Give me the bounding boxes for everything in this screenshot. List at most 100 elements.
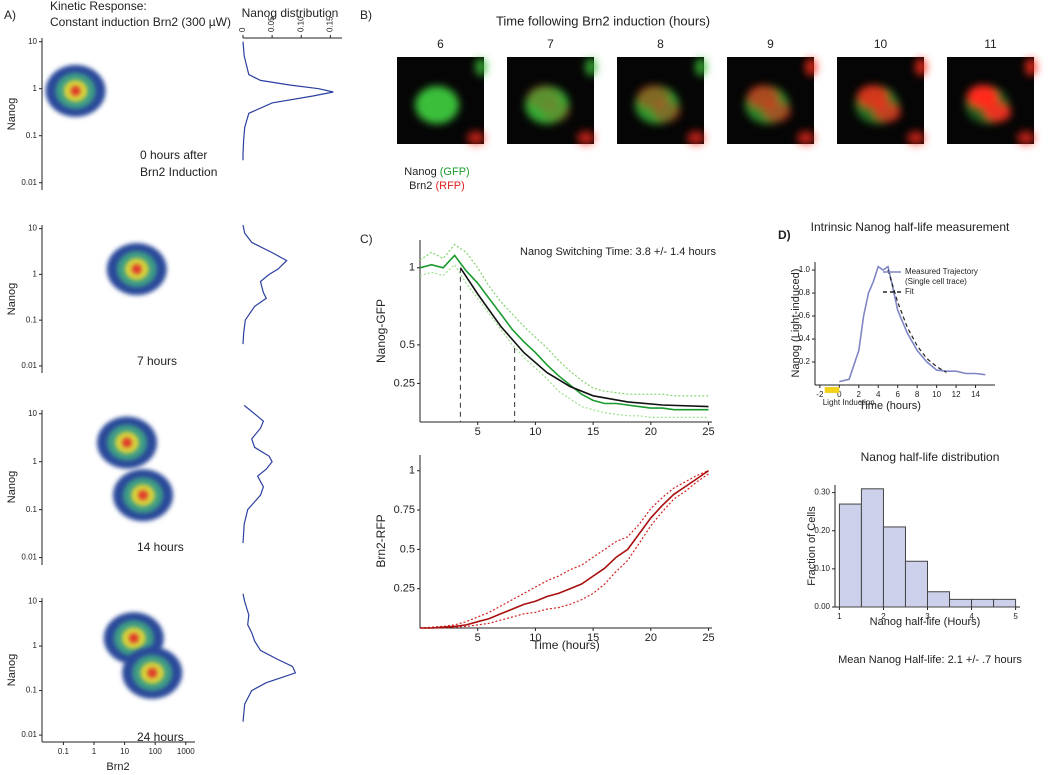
- x-tick-label: 10: [932, 390, 941, 399]
- series-line: [419, 254, 709, 411]
- x-tick-label: 0.05: [267, 16, 276, 32]
- x-tick-label: 5: [475, 632, 481, 644]
- annotation: 14 hours: [137, 540, 184, 554]
- panel-label: B): [360, 8, 372, 22]
- x-tick-label: 0: [238, 27, 247, 32]
- cell-edge: [1025, 58, 1037, 76]
- frame-cells: [525, 58, 597, 145]
- x-tick-label: 25: [702, 632, 714, 644]
- frame-cells: [415, 58, 487, 145]
- x-tick-label: 3: [925, 612, 930, 621]
- cell-edge: [907, 131, 925, 145]
- y-axis-label: Brn2-RFP: [374, 514, 388, 567]
- x-tick-label: 1: [837, 612, 842, 621]
- frame-time-label: 10: [874, 37, 888, 51]
- light-induction-label: Light Induction: [823, 398, 875, 407]
- cell-red: [543, 102, 571, 122]
- histogram-bar: [838, 503, 862, 608]
- cell-edge: [687, 131, 705, 145]
- legend-channel: (GFP): [440, 166, 470, 178]
- y-tick-label: 10: [28, 37, 37, 46]
- y-tick-label: 10: [28, 224, 37, 233]
- y-axis-label: Nanog (Light-induced): [790, 269, 802, 378]
- annotation: 7 hours: [137, 354, 177, 368]
- y-tick-label: 0.1: [26, 686, 38, 695]
- y-axis-label: Nanog: [6, 471, 18, 503]
- y-tick-label: 1: [409, 262, 415, 274]
- annotation: 24 hours: [137, 730, 184, 744]
- frame-cells: [855, 58, 927, 145]
- series-line: [420, 473, 709, 629]
- chart-subtitle: Constant induction Brn2 (300 µW): [50, 15, 231, 29]
- density-cluster: [128, 633, 139, 644]
- y-tick-label: 10: [28, 597, 37, 606]
- cell-edge: [585, 58, 597, 76]
- cell-edge: [915, 58, 927, 76]
- chart-title: Nanog half-life distribution: [861, 450, 1000, 464]
- frame-cells: [635, 58, 707, 145]
- series-line: [420, 470, 709, 629]
- legend-name: Nanog: [404, 166, 436, 178]
- series-line: [419, 243, 709, 397]
- x-axis-label: Time (hours): [532, 638, 600, 652]
- light-induction-bar: [824, 387, 840, 393]
- cell-red: [873, 102, 901, 122]
- x-tick-label: 12: [952, 390, 961, 399]
- x-tick-label: 0: [837, 390, 842, 399]
- density-cluster: [70, 85, 81, 96]
- y-tick-label: 1: [33, 84, 38, 93]
- y-tick-label: 0.20: [814, 526, 830, 535]
- y-tick-label: 1: [33, 641, 38, 650]
- annotation: Brn2 Induction: [140, 165, 217, 179]
- distribution-curve: [242, 404, 273, 544]
- legend-label: Fit: [905, 287, 915, 296]
- frame-legend: Nanog (GFP): [404, 166, 469, 178]
- y-tick-label: 0.25: [394, 377, 415, 389]
- x-tick-label: 1: [92, 747, 97, 756]
- cell-red: [763, 102, 791, 122]
- x-tick-label: 0.10: [296, 16, 305, 32]
- cell-edge: [577, 131, 595, 145]
- frame-cells: [965, 58, 1037, 145]
- x-tick-label: 10: [529, 632, 541, 644]
- frame-time-label: 8: [657, 37, 664, 51]
- cell-green: [415, 86, 459, 124]
- panel-label: C): [360, 232, 373, 246]
- x-axis-label: Time (hours): [859, 400, 921, 412]
- series-line: [419, 263, 709, 418]
- legend-channel: (RFP): [435, 180, 464, 192]
- y-tick-label: 0.00: [814, 602, 830, 611]
- annotation: Nanog Switching Time: 3.8 +/- 1.4 hours: [520, 246, 716, 258]
- cell-edge: [805, 58, 817, 76]
- histogram-bar: [949, 598, 973, 608]
- x-tick-label: 15: [587, 632, 599, 644]
- y-tick-label: 0.4: [799, 334, 811, 343]
- x-tick-label: 2: [881, 612, 886, 621]
- frame-time-label: 9: [767, 37, 774, 51]
- x-axis-label: Brn2: [106, 761, 129, 773]
- chart-title: Nanog distribution: [242, 6, 339, 20]
- y-tick-label: 10: [28, 409, 37, 418]
- distribution-curve: [242, 593, 297, 722]
- x-tick-label: 5: [1013, 612, 1018, 621]
- y-tick-label: 0.2: [799, 357, 811, 366]
- y-axis-label: Fraction of Cells: [806, 506, 818, 586]
- x-tick-label: 0.15: [325, 16, 334, 32]
- y-tick-label: 0.1: [26, 505, 38, 514]
- panel-label: A): [4, 8, 16, 22]
- legend-label: Measured Trajectory: [905, 267, 978, 276]
- density-cluster: [147, 667, 158, 678]
- x-tick-label: 20: [645, 426, 657, 438]
- histogram-bar: [860, 488, 884, 608]
- y-tick-label: 1: [33, 269, 38, 278]
- y-tick-label: 1.0: [799, 265, 811, 274]
- x-tick-label: 5: [475, 426, 481, 438]
- chart-title: Intrinsic Nanog half-life measurement: [811, 220, 1010, 234]
- y-tick-label: 0.6: [799, 311, 811, 320]
- y-tick-label: 0.01: [21, 553, 37, 562]
- series-line: [459, 267, 709, 408]
- x-tick-label: 4: [876, 390, 881, 399]
- x-tick-label: 6: [895, 390, 900, 399]
- x-tick-label: 15: [587, 426, 599, 438]
- x-tick-label: 10: [120, 747, 129, 756]
